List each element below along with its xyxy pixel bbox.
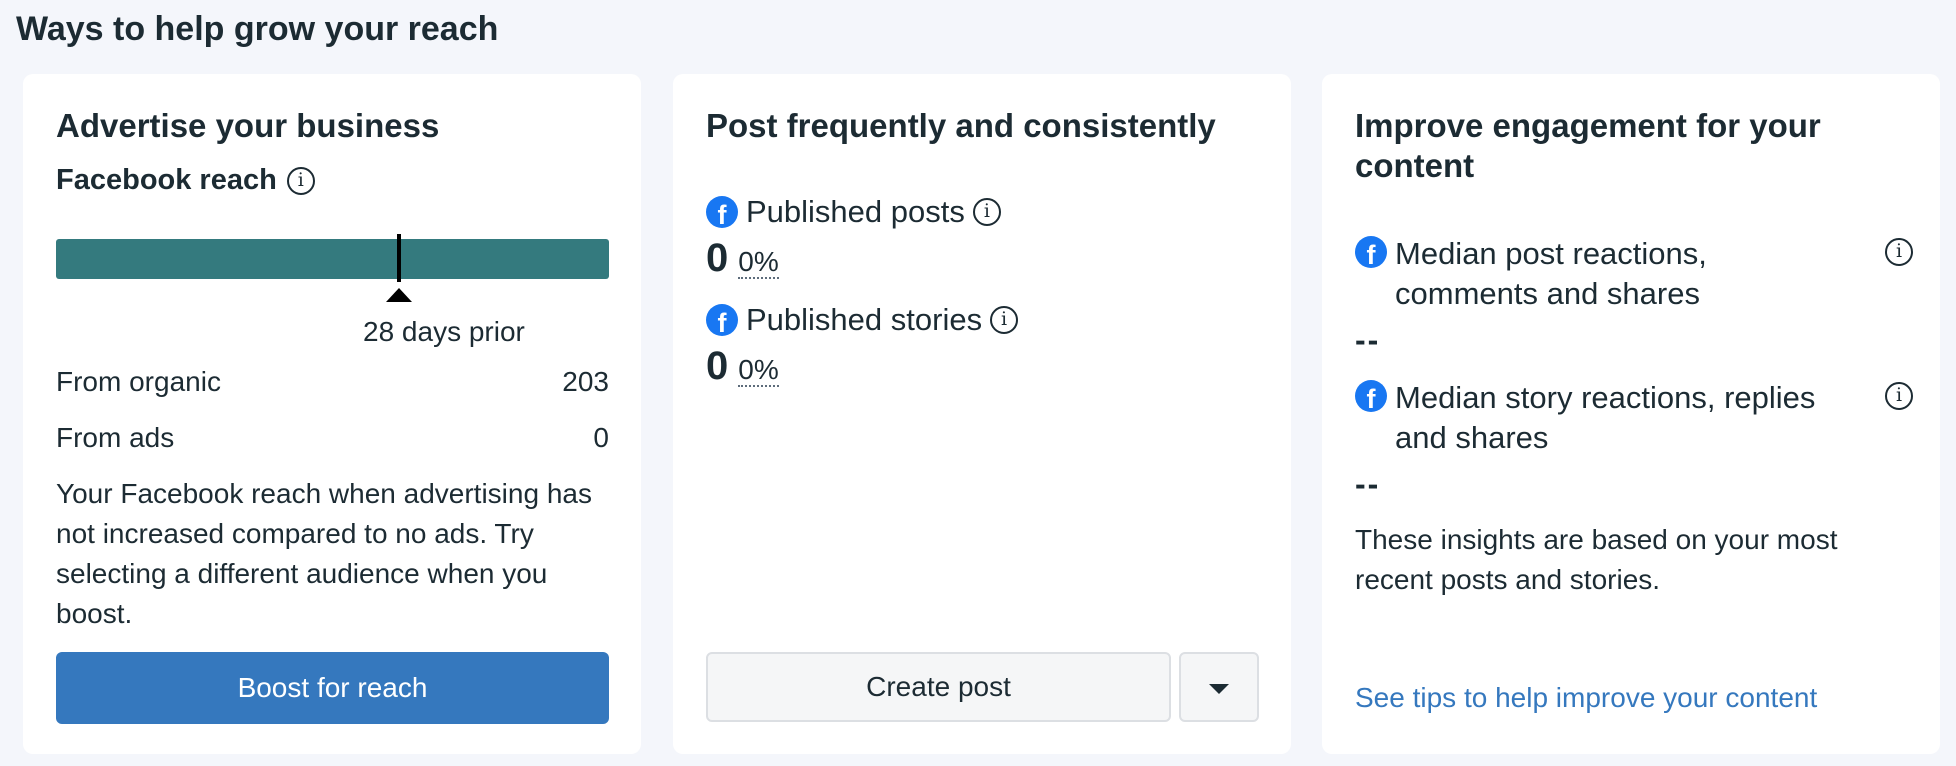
metric-label: Median story reactions, replies and shar… [1395,380,1816,455]
metric-number: 0 [706,236,729,280]
boost-for-reach-button[interactable]: Boost for reach [56,652,609,724]
metric-change[interactable]: 0% [738,354,779,387]
facebook-reach-text: Facebook reach [56,164,277,196]
stat-label: From ads [56,422,175,453]
stat-value: 0 [593,422,609,453]
info-icon[interactable]: i [990,306,1019,334]
see-tips-link[interactable]: See tips to help improve your content [1355,682,1818,713]
story-reactions-metric: f Median story reactions, replies and sh… [1355,378,1915,502]
reach-marker [397,234,401,282]
reach-description: Your Facebook reach when advertising has… [56,478,592,629]
info-icon[interactable]: i [972,198,1001,226]
facebook-icon: f [706,196,738,228]
published-posts-label: f Published posts i [706,194,1001,230]
facebook-icon: f [1355,236,1387,268]
metric-label: Median post reactions, comments and shar… [1395,236,1707,311]
page-title: Ways to help grow your reach [16,10,499,48]
info-icon[interactable]: i [1885,238,1913,266]
reach-marker-caption: 28 days prior [363,316,525,347]
stat-row-organic: From organic 203 [56,366,609,398]
post-card-title: Post frequently and consistently [706,107,1216,144]
info-icon[interactable]: i [1885,382,1913,410]
facebook-reach-label: Facebook reach i [56,164,315,197]
create-post-button[interactable]: Create post [706,652,1171,722]
post-card: Post frequently and consistently f Publi… [673,74,1291,754]
engagement-card: Improve engagement for your content f Me… [1322,74,1940,754]
info-icon[interactable]: i [286,166,315,195]
engagement-card-title: Improve engagement for your content [1355,107,1821,184]
metric-value: -- [1355,466,1381,502]
advertise-card: Advertise your business Facebook reach i… [23,74,641,754]
reach-marker-triangle-icon [386,288,412,302]
metric-number: 0 [706,344,729,388]
insights-note: These insights are based on your most re… [1355,524,1838,595]
stat-row-ads: From ads 0 [56,422,609,454]
reach-bar [56,239,609,279]
advertise-card-title: Advertise your business [56,107,440,144]
metric-label-text: Published posts [746,194,965,229]
post-reactions-metric: f Median post reactions, comments and sh… [1355,234,1915,358]
published-stories-value: 0 0% [706,344,779,389]
published-stories-label: f Published stories i [706,302,1019,338]
metric-value: -- [1355,322,1381,358]
stat-value: 203 [562,366,609,397]
published-posts-value: 0 0% [706,236,779,281]
facebook-icon: f [1355,380,1387,412]
metric-change[interactable]: 0% [738,246,779,279]
stat-label: From organic [56,366,221,397]
caret-down-icon [1209,684,1229,694]
metric-label-text: Published stories [746,302,983,337]
facebook-icon: f [706,304,738,336]
create-post-dropdown-button[interactable] [1179,652,1259,722]
